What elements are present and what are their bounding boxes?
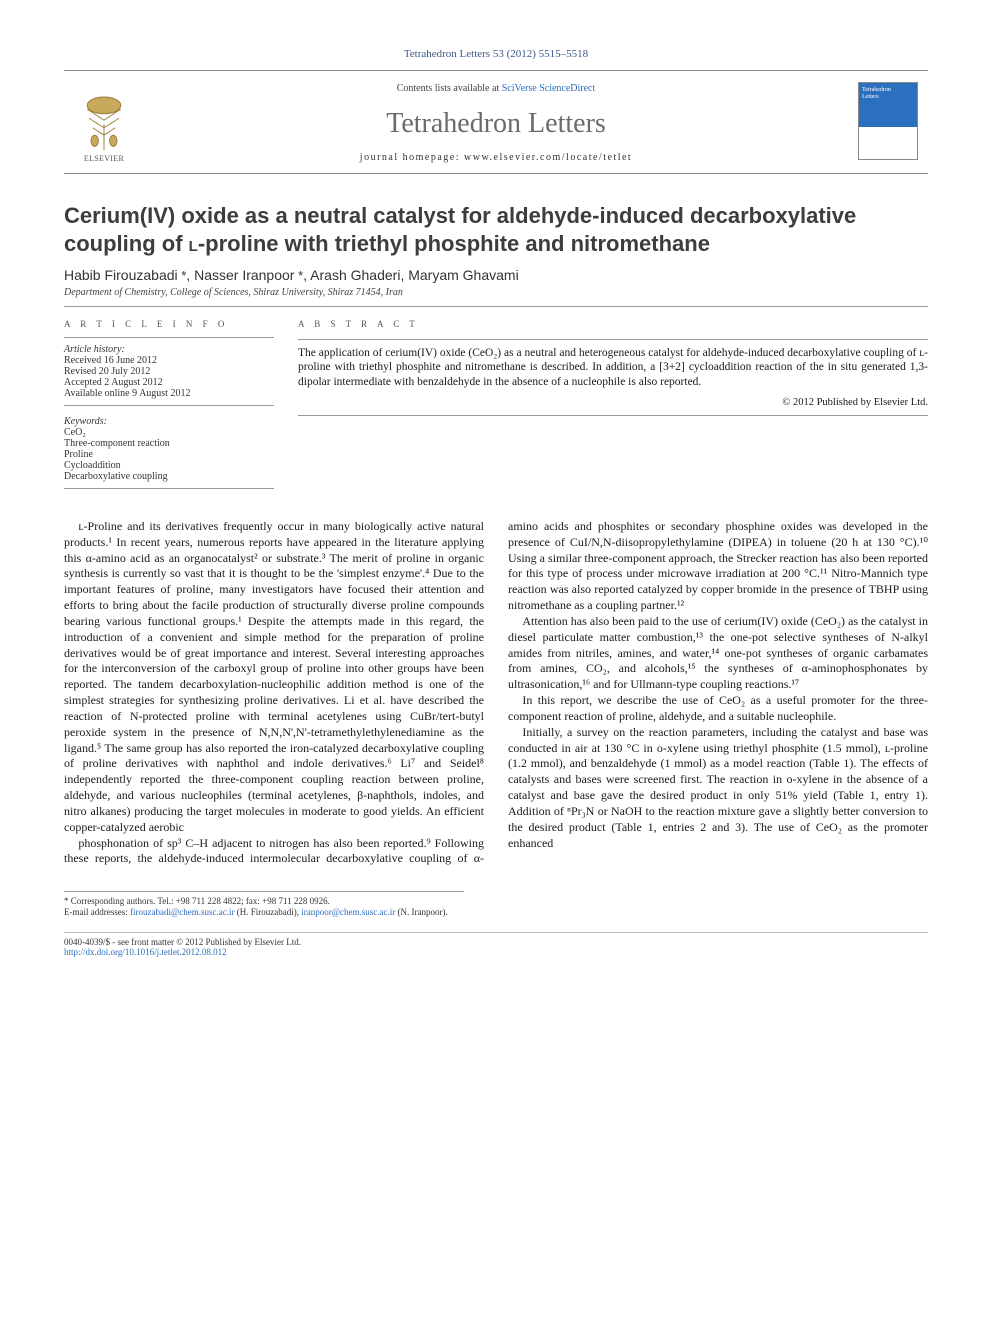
cover-thumb-wrap: Tetrahedron Letters (848, 79, 928, 163)
article-title: Cerium(IV) oxide as a neutral catalyst f… (64, 202, 928, 257)
page-root: Tetrahedron Letters 53 (2012) 5515–5518 (0, 0, 992, 997)
body-p5: Initially, a survey on the reaction para… (508, 725, 928, 852)
author-line: Habib Firouzabadi *, Nasser Iranpoor *, … (64, 267, 928, 283)
affiliation: Department of Chemistry, College of Scie… (64, 287, 928, 298)
email-1-who: (H. Firouzabadi), (234, 907, 301, 917)
elsevier-logo-icon (76, 96, 132, 152)
author-2: Nasser Iranpoor (194, 267, 294, 283)
title-block: Cerium(IV) oxide as a neutral catalyst f… (64, 202, 928, 298)
body-p1: ʟ-Proline and its derivatives frequently… (64, 519, 484, 836)
email-label: E-mail addresses: (64, 907, 130, 917)
homepage-line: journal homepage: www.elsevier.com/locat… (144, 152, 848, 163)
author-3: Arash Ghaderi (310, 267, 400, 283)
homepage-url[interactable]: www.elsevier.com/locate/tetlet (464, 152, 632, 163)
history-online: Available online 9 August 2012 (64, 388, 274, 399)
keyword-1: CeO₂ (64, 427, 274, 438)
front-matter-line: 0040-4039/$ - see front matter © 2012 Pu… (64, 937, 301, 947)
keyword-5: Decarboxylative coupling (64, 471, 274, 482)
keyword-2: Three-component reaction (64, 438, 274, 449)
article-info-col: A R T I C L E I N F O Article history: R… (64, 313, 274, 495)
publisher-label: ELSEVIER (64, 154, 144, 163)
rule-info-2 (64, 405, 274, 406)
doi-link[interactable]: http://dx.doi.org/10.1016/j.tetlet.2012.… (64, 947, 301, 957)
abstract-copyright: © 2012 Published by Elsevier Ltd. (298, 396, 928, 409)
cover-line2: Letters (862, 94, 879, 100)
bottom-left: 0040-4039/$ - see front matter © 2012 Pu… (64, 937, 301, 957)
corr-author-note: * Corresponding authors. Tel.: +98 711 2… (64, 896, 464, 907)
body-p4: In this report, we describe the use of C… (508, 693, 928, 725)
homepage-prefix: journal homepage: (360, 152, 464, 163)
corr-star-2: * (294, 268, 303, 283)
masthead-center: Contents lists available at SciVerse Sci… (144, 79, 848, 163)
contents-prefix: Contents lists available at (397, 83, 502, 94)
rule-info-3 (64, 488, 274, 489)
sep: , (186, 267, 194, 283)
article-info-head: A R T I C L E I N F O (64, 319, 274, 329)
keywords-label: Keywords: (64, 416, 274, 427)
rule-abs-1 (298, 339, 928, 340)
abstract-text: The application of cerium(IV) oxide (CeO… (298, 346, 928, 390)
title-smallcap: l (189, 231, 198, 256)
rule-info-1 (64, 337, 274, 338)
email-1[interactable]: firouzabadi@chem.susc.ac.ir (130, 907, 235, 917)
body-columns: ʟ-Proline and its derivatives frequently… (64, 519, 928, 867)
journal-cover-thumb: Tetrahedron Letters (858, 82, 918, 160)
history-received: Received 16 June 2012 (64, 355, 274, 366)
corr-star-1: * (178, 268, 187, 283)
journal-name: Tetrahedron Letters (144, 108, 848, 140)
publisher-block: ELSEVIER (64, 79, 144, 163)
email-2[interactable]: iranpoor@chem.susc.ac.ir (301, 907, 395, 917)
author-4: Maryam Ghavami (408, 267, 518, 283)
contents-line: Contents lists available at SciVerse Sci… (144, 83, 848, 94)
cover-line1: Tetrahedron (862, 87, 891, 93)
body-p3: Attention has also been paid to the use … (508, 614, 928, 693)
keyword-3: Proline (64, 449, 274, 460)
history-accepted: Accepted 2 August 2012 (64, 377, 274, 388)
rule-abs-2 (298, 415, 928, 416)
history-revised: Revised 20 July 2012 (64, 366, 274, 377)
history-label: Article history: (64, 344, 274, 355)
citation-line: Tetrahedron Letters 53 (2012) 5515–5518 (64, 48, 928, 60)
email-line: E-mail addresses: firouzabadi@chem.susc.… (64, 907, 464, 918)
info-abstract-row: A R T I C L E I N F O Article history: R… (64, 313, 928, 495)
title-post: -proline with triethyl phosphite and nit… (198, 231, 710, 256)
rule-above-info (64, 306, 928, 307)
author-1: Habib Firouzabadi (64, 267, 178, 283)
abstract-col: A B S T R A C T The application of ceriu… (298, 313, 928, 495)
keyword-4: Cycloaddition (64, 460, 274, 471)
masthead: ELSEVIER Contents lists available at Sci… (64, 70, 928, 174)
abstract-head: A B S T R A C T (298, 319, 928, 331)
footnotes: * Corresponding authors. Tel.: +98 711 2… (64, 891, 464, 918)
email-2-who: (N. Iranpoor). (395, 907, 447, 917)
bottom-bar: 0040-4039/$ - see front matter © 2012 Pu… (64, 932, 928, 957)
sciencedirect-link[interactable]: SciVerse ScienceDirect (502, 83, 596, 94)
